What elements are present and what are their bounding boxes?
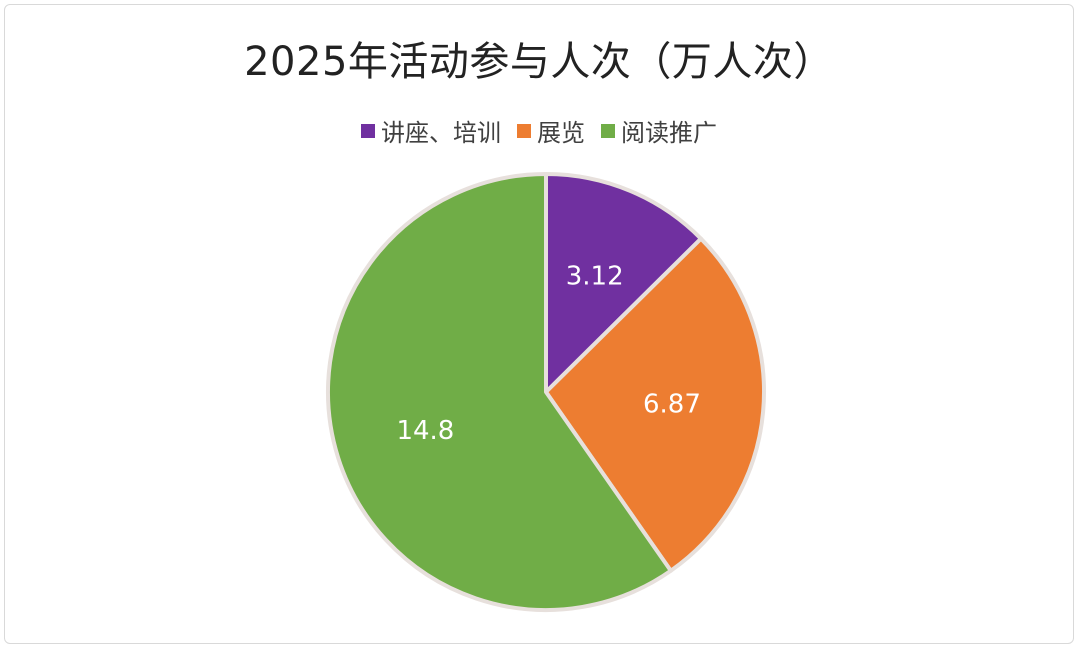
data-label-reading-promotion: 14.8 xyxy=(396,416,454,446)
legend-item-reading-promotion[interactable]: 阅读推广 xyxy=(601,113,717,148)
legend-swatch-exhibitions xyxy=(517,123,531,138)
chart-legend: 讲座、培训 展览 阅读推广 xyxy=(5,113,1073,148)
data-label-lectures: 3.12 xyxy=(566,261,624,291)
legend-label-reading-promotion: 阅读推广 xyxy=(621,119,717,147)
slice-lectures[interactable] xyxy=(544,172,703,394)
legend-item-lectures[interactable]: 讲座、培训 xyxy=(361,113,501,148)
legend-label-exhibitions: 展览 xyxy=(537,119,585,147)
legend-swatch-lectures xyxy=(361,123,375,138)
slice-reading-promotion[interactable] xyxy=(326,172,673,612)
legend-swatch-reading-promotion xyxy=(601,123,615,138)
legend-label-lectures: 讲座、培训 xyxy=(381,119,501,147)
chart-title: 2025年活动参与人次（万人次） xyxy=(244,39,834,85)
data-label-exhibitions: 6.87 xyxy=(643,389,701,419)
slice-exhibitions[interactable] xyxy=(544,236,766,573)
legend-item-exhibitions[interactable]: 展览 xyxy=(517,113,585,148)
